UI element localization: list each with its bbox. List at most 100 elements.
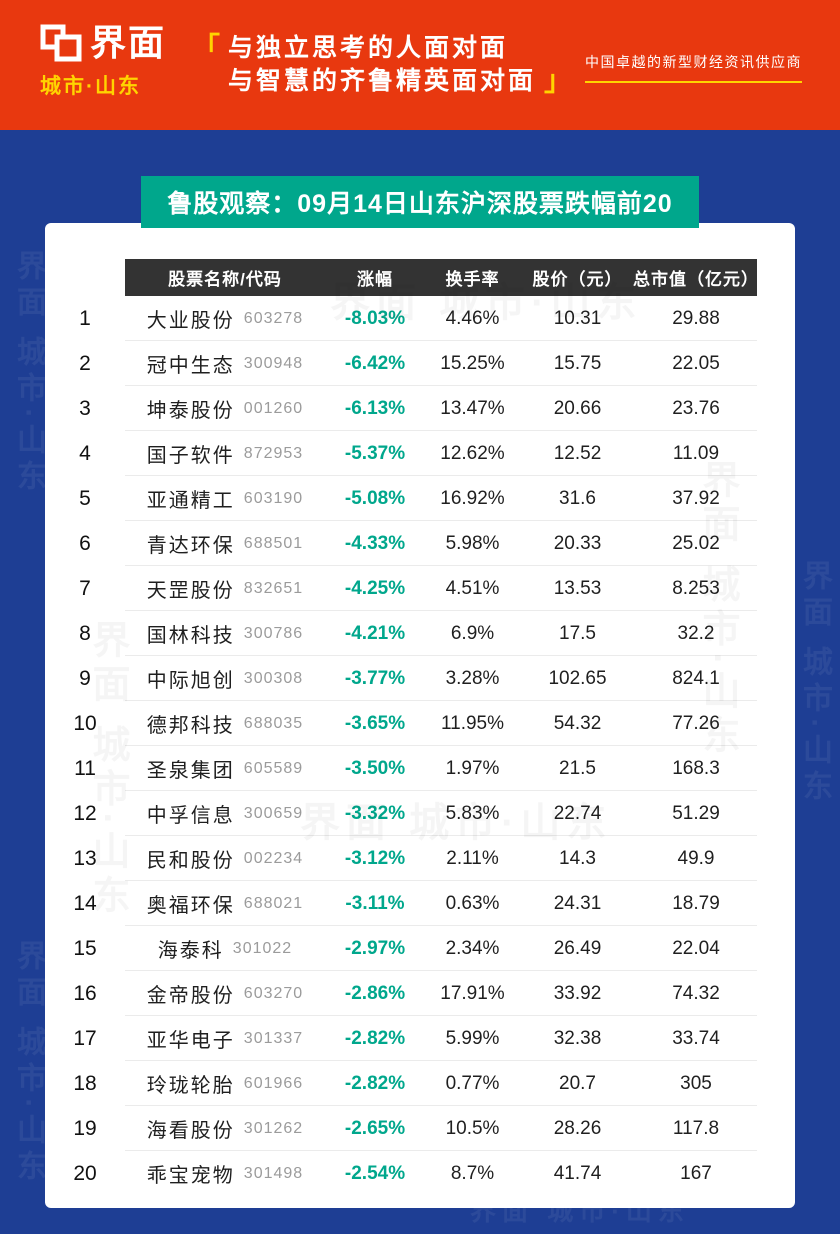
change-cell: -4.25% (344, 577, 406, 599)
stock-name: 亚华电子 (146, 1030, 235, 1052)
rank-cell: 16 (73, 981, 97, 1005)
stock-name: 国林科技 (146, 625, 235, 647)
table-row: 8 国林科技 300786 -4.21% 6.9% 17.5 32.2 (45, 611, 757, 656)
table-row: 7 天罡股份 832651 -4.25% 4.51% 13.53 8.253 (45, 566, 757, 611)
stock-name-cell: 亚通精工 603190 (125, 476, 325, 521)
rank-cell: 8 (79, 621, 91, 645)
price-cell: 20.66 (553, 397, 602, 419)
rank-cell: 11 (74, 756, 96, 780)
stock-name: 天罡股份 (146, 580, 235, 602)
mcap-cell: 117.8 (672, 1117, 720, 1139)
stock-name: 乖宝宠物 (146, 1165, 235, 1187)
tagline-block: 中国卓越的新型财经资讯供应商 (585, 52, 802, 83)
table-card: 股票名称/代码 涨幅 换手率 股价（元） 总市值（亿元） 1 大业股份 603278… (45, 223, 795, 1208)
change-cell: -3.65% (344, 712, 406, 734)
stock-code: 605589 (243, 759, 304, 777)
turnover-cell: 1.97% (445, 757, 500, 779)
table-header-row: 股票名称/代码 涨幅 换手率 股价（元） 总市值（亿元） (45, 259, 759, 296)
price-cell: 33.92 (553, 982, 602, 1004)
table-row: 10 德邦科技 688035 -3.65% 11.95% 54.32 77.26 (45, 701, 757, 746)
stock-name-cell: 海看股份 301262 (125, 1106, 325, 1151)
change-cell: -3.12% (344, 847, 406, 869)
stock-code: 301262 (243, 1119, 304, 1137)
rank-cell: 6 (79, 531, 91, 555)
jiemian-logo-icon (40, 24, 82, 62)
stock-name-cell: 国林科技 300786 (125, 611, 325, 656)
price-cell: 20.33 (553, 532, 602, 554)
stock-name-cell: 国子软件 872953 (125, 431, 325, 476)
rank-cell: 15 (73, 936, 97, 960)
rank-cell: 12 (73, 801, 97, 825)
stock-name-cell: 圣泉集团 605589 (125, 746, 325, 791)
table-row: 4 国子软件 872953 -5.37% 12.62% 12.52 11.09 (45, 431, 757, 476)
rank-cell: 20 (73, 1161, 97, 1185)
rank-cell: 3 (79, 396, 91, 420)
table-row: 14 奥福环保 688021 -3.11% 0.63% 24.31 18.79 (45, 881, 757, 926)
tagline-text: 中国卓越的新型财经资讯供应商 (585, 54, 802, 70)
watermark: 界面 城市·山东 (12, 250, 45, 497)
price-cell: 15.75 (553, 352, 602, 374)
change-cell: -8.03% (344, 307, 406, 329)
change-cell: -6.42% (344, 352, 406, 374)
turnover-cell: 4.46% (445, 307, 500, 329)
stock-code: 300659 (243, 804, 304, 822)
mcap-cell: 23.76 (672, 397, 720, 419)
stock-name-cell: 玲珑轮胎 601966 (125, 1061, 325, 1106)
turnover-cell: 4.51% (445, 577, 500, 599)
mcap-cell: 168.3 (672, 757, 720, 779)
banner-title: 鲁股观察：09月14日山东沪深股票跌幅前20 (167, 190, 673, 218)
mcap-cell: 25.02 (672, 532, 720, 554)
stock-name: 中孚信息 (146, 805, 235, 827)
table-row: 11 圣泉集团 605589 -3.50% 1.97% 21.5 168.3 (45, 746, 757, 791)
turnover-cell: 5.83% (445, 802, 500, 824)
price-cell: 26.49 (553, 937, 602, 959)
stock-code: 832651 (243, 579, 304, 597)
stock-code: 301022 (232, 939, 293, 957)
table-row: 15 海泰科 301022 -2.97% 2.34% 26.49 22.04 (45, 926, 757, 971)
col-header-mcap: 总市值（亿元） (633, 270, 759, 289)
turnover-cell: 17.91% (440, 982, 505, 1004)
stock-name: 青达环保 (146, 535, 235, 557)
stock-name-cell: 民和股份 002234 (125, 836, 325, 881)
turnover-cell: 0.63% (445, 892, 500, 914)
stock-name: 民和股份 (146, 850, 235, 872)
turnover-cell: 0.77% (445, 1072, 500, 1094)
stock-name-cell: 金帝股份 603270 (125, 971, 325, 1016)
table-row: 1 大业股份 603278 -8.03% 4.46% 10.31 29.88 (45, 296, 757, 341)
change-cell: -3.50% (344, 757, 406, 779)
tagline-underline (585, 81, 802, 83)
price-cell: 24.31 (553, 892, 602, 914)
change-cell: -5.37% (344, 442, 406, 464)
turnover-cell: 6.9% (450, 622, 495, 644)
stock-code: 688501 (243, 534, 304, 552)
turnover-cell: 10.5% (445, 1117, 500, 1139)
table-row: 17 亚华电子 301337 -2.82% 5.99% 32.38 33.74 (45, 1016, 757, 1061)
turnover-cell: 16.92% (440, 487, 505, 509)
stock-name: 国子软件 (146, 445, 235, 467)
col-header-price: 股价（元） (532, 270, 623, 289)
stock-code: 001260 (243, 399, 304, 417)
stock-name-cell: 中孚信息 300659 (125, 791, 325, 836)
turnover-cell: 11.95% (440, 712, 505, 734)
change-cell: -2.65% (344, 1117, 406, 1139)
mcap-cell: 18.79 (672, 892, 720, 914)
stock-code: 688021 (243, 894, 304, 912)
mcap-cell: 33.74 (672, 1027, 720, 1049)
stock-code: 300308 (243, 669, 304, 687)
quote-line-2: 与智慧的齐鲁精英面对面 (228, 66, 537, 95)
stock-name: 冠中生态 (146, 355, 235, 377)
logo-subtitle: 城市·山东 (40, 75, 141, 98)
price-cell: 32.38 (553, 1027, 602, 1049)
stock-name-cell: 冠中生态 300948 (125, 341, 325, 386)
stock-name: 圣泉集团 (146, 760, 235, 782)
turnover-cell: 5.99% (445, 1027, 500, 1049)
change-cell: -2.82% (344, 1027, 406, 1049)
brand-block: 界面 城市·山东 (40, 24, 166, 100)
stock-name-cell: 海泰科 301022 (125, 926, 325, 971)
turnover-cell: 5.98% (445, 532, 500, 554)
stock-name: 德邦科技 (146, 715, 235, 737)
stock-code: 688035 (243, 714, 304, 732)
rank-cell: 17 (73, 1026, 97, 1050)
stock-code: 603190 (243, 489, 304, 507)
table-row: 20 乖宝宠物 301498 -2.54% 8.7% 41.74 167 (45, 1151, 757, 1196)
